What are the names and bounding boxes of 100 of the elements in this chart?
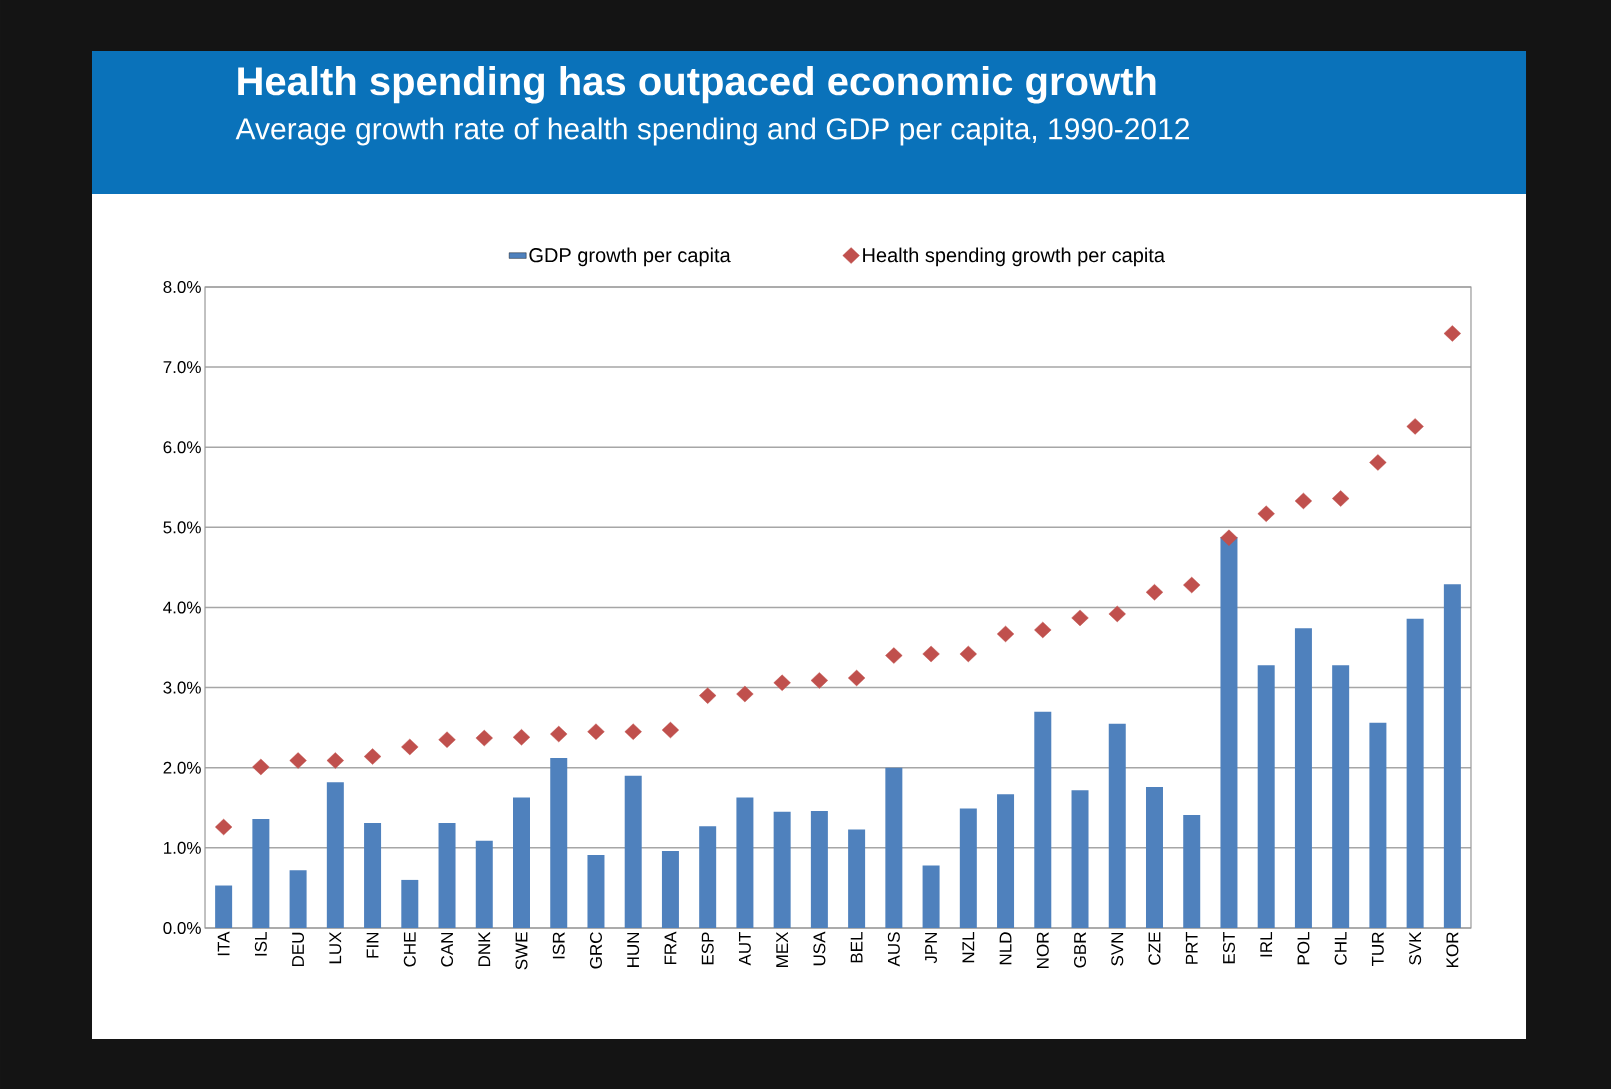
point: [326, 752, 344, 769]
bar: [661, 851, 679, 928]
point: [848, 669, 866, 687]
bar: [1443, 584, 1461, 928]
point: [1034, 621, 1052, 639]
x-tick-label: CZE: [1148, 932, 1161, 965]
point: [252, 758, 270, 776]
bar: [513, 797, 530, 928]
point: [699, 687, 717, 704]
x-tick-label: IRL: [1260, 932, 1273, 957]
y-tick-label: 7.0%: [163, 361, 201, 374]
bar: [587, 855, 605, 928]
x-tick-label: SWE: [515, 932, 528, 970]
point: [289, 752, 307, 769]
bar: [1183, 815, 1201, 928]
bar: [289, 870, 307, 928]
x-tick-label: GBR: [1074, 932, 1087, 968]
x-tick-label: HUN: [627, 932, 640, 967]
bar: [997, 794, 1015, 928]
bar: [1406, 618, 1424, 928]
y-tick-label: 0.0%: [163, 921, 201, 935]
point: [550, 725, 568, 743]
x-tick-label: CAN: [441, 932, 454, 967]
point: [363, 748, 382, 765]
bar: [848, 829, 866, 928]
x-tick-label: ESP: [701, 932, 714, 965]
point: [401, 738, 419, 756]
x-tick-label: FIN: [366, 932, 379, 958]
x-tick-label: POL: [1297, 932, 1310, 965]
point: [1332, 490, 1350, 507]
bar: [475, 840, 493, 928]
x-tick-label: TUR: [1371, 932, 1384, 967]
bar: [326, 782, 344, 928]
y-tick-label: 3.0%: [163, 681, 201, 694]
bar: [885, 767, 903, 928]
bar: [1332, 665, 1350, 928]
point: [885, 647, 903, 664]
bar: [1108, 723, 1126, 928]
x-tick-label: GRC: [589, 932, 602, 969]
y-tick-label: 8.0%: [163, 280, 201, 294]
bar: [736, 797, 754, 928]
chart-title: Health spending has outpaced economic growth: [238, 65, 1156, 104]
point: [996, 625, 1015, 643]
y-tick-label: 2.0%: [163, 761, 201, 774]
point: [587, 723, 605, 740]
x-tick-label: FRA: [664, 931, 677, 965]
point: [922, 645, 940, 663]
bar: [401, 879, 419, 928]
x-tick-label: NZL: [962, 932, 975, 963]
y-tick-label: 6.0%: [163, 441, 201, 454]
point: [1294, 492, 1313, 510]
bar: [624, 775, 642, 928]
x-tick-label: AUT: [738, 931, 751, 966]
x-tick-label: NOR: [1036, 932, 1049, 968]
point: [661, 721, 680, 739]
bar: [252, 819, 270, 928]
bar: [1220, 536, 1238, 928]
x-tick-label: LUX: [329, 931, 342, 964]
x-tick-label: USA: [813, 931, 826, 966]
legend-label: GDP growth per capita: [529, 247, 731, 267]
bar: [1071, 790, 1089, 928]
x-tick-label: ISR: [552, 932, 565, 959]
bar: [1369, 722, 1387, 928]
bar: [1145, 786, 1163, 928]
point: [1145, 584, 1164, 601]
x-tick-label: SVN: [1111, 932, 1124, 966]
y-tick-label: 5.0%: [163, 521, 201, 534]
bar: [810, 811, 828, 928]
point: [959, 645, 977, 663]
point: [736, 685, 754, 703]
x-tick-label: CHE: [403, 932, 416, 967]
point: [624, 723, 642, 740]
x-tick-label: KOR: [1446, 932, 1459, 967]
point: [1369, 454, 1387, 471]
bar: [773, 811, 791, 928]
x-tick-label: ITA: [217, 931, 230, 956]
x-tick-label: PRT: [1185, 931, 1198, 964]
x-tick-label: ISL: [254, 932, 267, 956]
x-tick-label: NLD: [999, 932, 1012, 965]
point: [1108, 605, 1126, 623]
x-tick-label: JPN: [925, 932, 938, 964]
y-tick-label: 1.0%: [164, 841, 201, 854]
point: [1220, 529, 1238, 546]
x-tick-label: MEX: [776, 931, 788, 967]
point: [1071, 609, 1089, 627]
bar: [959, 808, 977, 928]
bar: [699, 826, 717, 928]
point: [215, 818, 233, 836]
bar: [1257, 665, 1275, 928]
point: [512, 729, 531, 746]
x-tick-label: EST: [1222, 931, 1235, 964]
x-tick-label: SVK: [1409, 931, 1422, 965]
point: [810, 672, 828, 689]
x-tick-label: AUS: [887, 932, 900, 967]
x-tick-label: BEL: [850, 932, 863, 963]
bar: [215, 885, 233, 928]
bar: [550, 758, 568, 928]
point: [1183, 576, 1201, 594]
bar: [438, 823, 456, 928]
bar: [1294, 628, 1312, 928]
